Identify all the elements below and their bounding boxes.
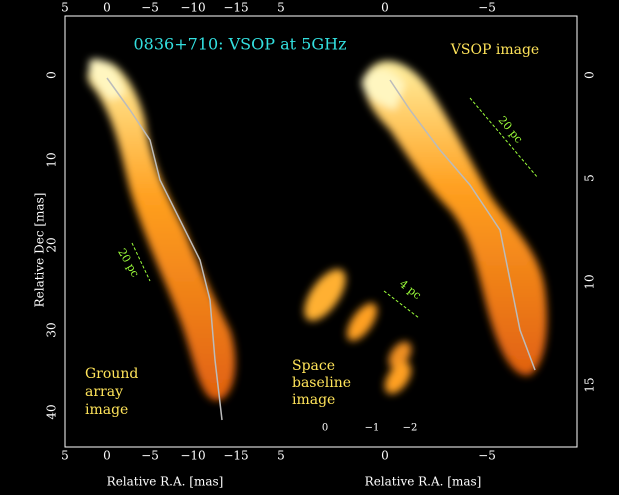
left-tick-label: 0 bbox=[45, 71, 59, 79]
top-tick-label: −5 bbox=[478, 1, 496, 15]
ridge-line bbox=[389, 79, 536, 371]
bottom-tick-label: 5 bbox=[61, 449, 69, 463]
x-axis-label: Relative R.A. [mas] bbox=[365, 475, 482, 489]
bottom-tick-label: 5 bbox=[277, 449, 285, 463]
inset-tick-label: −1 bbox=[365, 423, 380, 434]
frame bbox=[64, 15, 578, 448]
left-tick-label: 30 bbox=[45, 322, 59, 337]
scale-bar bbox=[469, 97, 539, 179]
left-tick-label: 40 bbox=[45, 404, 59, 419]
y-axis-label: Relative Dec [mas] bbox=[33, 193, 47, 308]
bottom-tick-label: −5 bbox=[478, 449, 496, 463]
scale-bar bbox=[383, 290, 420, 319]
inset-tick-label: −2 bbox=[403, 423, 418, 434]
bottom-tick-label: 0 bbox=[103, 449, 111, 463]
ridge-line bbox=[106, 77, 223, 421]
x-axis-label: Relative R.A. [mas] bbox=[107, 475, 224, 489]
panel-label-text: Ground array image bbox=[85, 366, 139, 418]
right-tick-label: 10 bbox=[583, 274, 597, 289]
left-tick-label: 10 bbox=[45, 152, 59, 167]
scale-bar bbox=[131, 242, 151, 282]
panel-label-text: Space baseline image bbox=[292, 358, 352, 408]
right-tick-label: 15 bbox=[583, 377, 597, 392]
bottom-tick-label: −10 bbox=[180, 449, 205, 463]
right-jet bbox=[361, 60, 547, 376]
right-tick-label: 0 bbox=[583, 71, 597, 79]
bottom-tick-label: −5 bbox=[141, 449, 159, 463]
inset-tick-label: 0 bbox=[322, 423, 328, 434]
title: 0836+710: VSOP at 5GHz bbox=[133, 35, 346, 54]
top-tick-label: 0 bbox=[381, 1, 389, 15]
top-tick-label: −15 bbox=[223, 1, 248, 15]
inset-jet bbox=[304, 269, 412, 394]
bottom-tick-label: −15 bbox=[223, 449, 248, 463]
left-tick-label: 20 bbox=[45, 237, 59, 252]
top-tick-label: 5 bbox=[277, 1, 285, 15]
top-tick-label: 5 bbox=[61, 1, 69, 15]
panel-label: Ground array image bbox=[85, 366, 139, 418]
top-tick-label: −10 bbox=[180, 1, 205, 15]
bottom-tick-label: 0 bbox=[381, 449, 389, 463]
panel-label: Space baseline image bbox=[292, 358, 352, 408]
top-tick-label: −5 bbox=[141, 1, 159, 15]
top-tick-label: 0 bbox=[103, 1, 111, 15]
right-tick-label: 5 bbox=[583, 174, 597, 182]
panel-label: VSOP image bbox=[450, 42, 539, 58]
